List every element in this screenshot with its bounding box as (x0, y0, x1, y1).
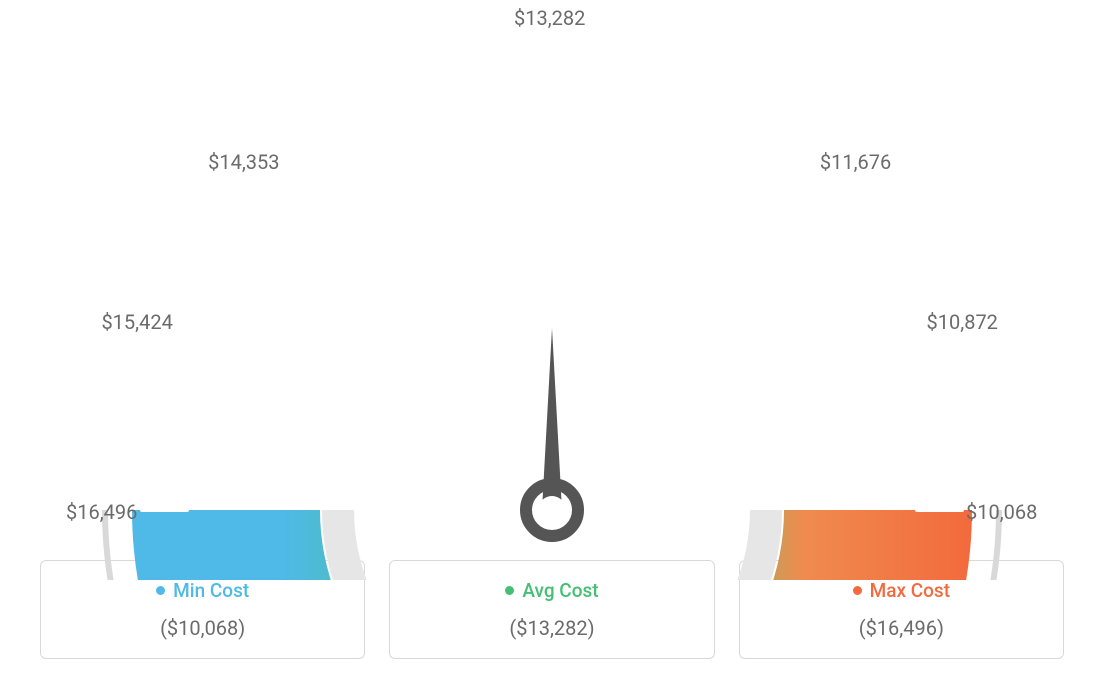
avg-cost-title: Avg Cost (505, 579, 598, 602)
gauge-tick-label: $10,872 (927, 310, 998, 334)
gauge-tick-label: $14,353 (208, 150, 279, 174)
min-cost-title: Min Cost (156, 579, 249, 602)
gauge-tick-label: $16,496 (66, 500, 137, 524)
avg-cost-label: Avg Cost (522, 579, 598, 602)
min-cost-value: ($10,068) (53, 616, 352, 640)
max-cost-title: Max Cost (853, 579, 950, 602)
gauge-tick-label: $15,424 (101, 310, 172, 334)
gauge-tick-label: $13,282 (514, 6, 585, 30)
max-cost-label: Max Cost (870, 579, 950, 602)
avg-dot-icon (505, 586, 514, 595)
avg-cost-value: ($13,282) (402, 616, 701, 640)
gauge-tick-label: $11,676 (820, 150, 891, 174)
max-cost-value: ($16,496) (752, 616, 1051, 640)
min-cost-label: Min Cost (173, 579, 249, 602)
gauge-tick-label: $10,068 (966, 500, 1037, 524)
gauge-container: $10,068 $10,872 $11,676 $13,282 $14,353 $15,4… (0, 0, 1104, 560)
max-dot-icon (853, 586, 862, 595)
gauge-svg (0, 20, 1104, 580)
min-dot-icon (156, 586, 165, 595)
